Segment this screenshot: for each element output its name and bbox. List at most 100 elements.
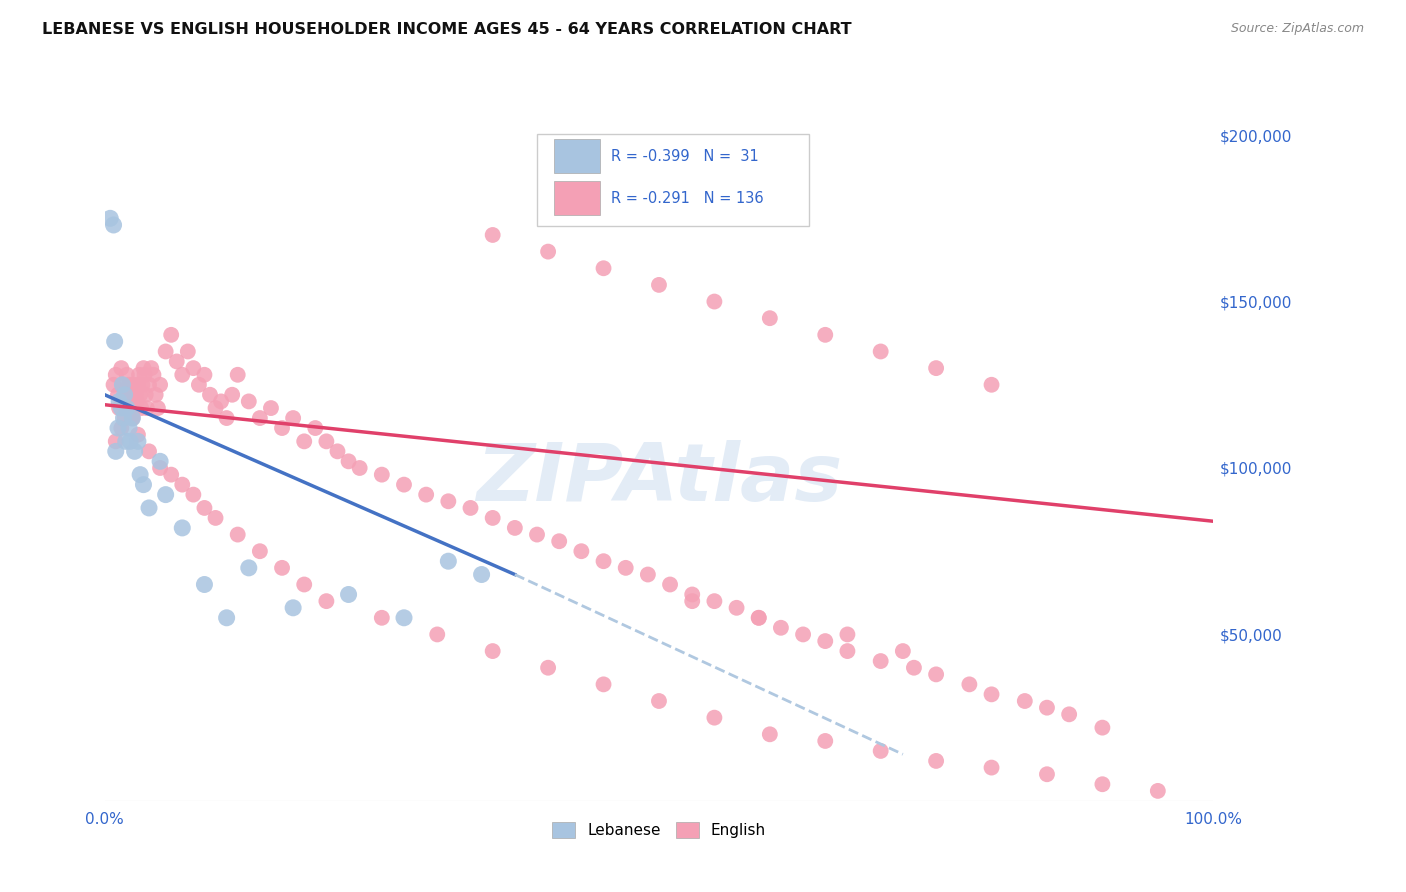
Point bbox=[748, 611, 770, 625]
Point bbox=[134, 368, 156, 382]
Point bbox=[481, 644, 503, 658]
Point bbox=[426, 627, 449, 641]
Point bbox=[131, 377, 153, 392]
Legend: Lebanese, English: Lebanese, English bbox=[546, 816, 772, 845]
Point bbox=[104, 334, 127, 349]
Point bbox=[160, 467, 183, 482]
Point bbox=[759, 727, 782, 741]
Point bbox=[108, 401, 131, 415]
Point bbox=[125, 388, 148, 402]
Point bbox=[107, 388, 129, 402]
Point bbox=[204, 511, 226, 525]
Point bbox=[315, 594, 337, 608]
Point bbox=[703, 594, 725, 608]
Point bbox=[112, 394, 135, 409]
Point bbox=[925, 361, 948, 376]
Point bbox=[124, 444, 146, 458]
Point bbox=[129, 388, 152, 402]
Point bbox=[925, 754, 948, 768]
Point bbox=[142, 368, 165, 382]
Point bbox=[437, 554, 460, 568]
Point bbox=[759, 311, 782, 326]
Point bbox=[980, 761, 1002, 775]
Text: Source: ZipAtlas.com: Source: ZipAtlas.com bbox=[1230, 22, 1364, 36]
Point bbox=[110, 421, 132, 435]
Point bbox=[141, 361, 163, 376]
Point bbox=[392, 477, 415, 491]
Point bbox=[226, 527, 249, 541]
Point bbox=[315, 434, 337, 449]
Point bbox=[121, 411, 143, 425]
Point bbox=[166, 354, 188, 368]
Point bbox=[107, 421, 129, 435]
Point bbox=[1091, 721, 1114, 735]
Point bbox=[146, 401, 169, 415]
Point bbox=[592, 677, 614, 691]
Point bbox=[149, 461, 172, 475]
Point bbox=[111, 377, 134, 392]
Point bbox=[371, 611, 394, 625]
Point bbox=[121, 411, 143, 425]
Point bbox=[371, 467, 394, 482]
Point bbox=[172, 477, 194, 491]
Point bbox=[127, 377, 149, 392]
Point bbox=[120, 394, 142, 409]
Point bbox=[115, 401, 138, 415]
Point bbox=[681, 587, 703, 601]
FancyBboxPatch shape bbox=[554, 139, 600, 173]
Point bbox=[103, 218, 125, 232]
Point bbox=[249, 544, 271, 558]
Point bbox=[129, 467, 152, 482]
Point bbox=[792, 627, 814, 641]
FancyBboxPatch shape bbox=[554, 181, 600, 215]
Point bbox=[121, 411, 143, 425]
Point bbox=[814, 327, 837, 342]
Point bbox=[112, 411, 135, 425]
Point bbox=[193, 577, 215, 591]
Point bbox=[104, 368, 127, 382]
Point bbox=[111, 377, 134, 392]
Point bbox=[1091, 777, 1114, 791]
FancyBboxPatch shape bbox=[537, 135, 808, 226]
Point bbox=[120, 434, 142, 449]
Text: R = -0.399   N =  31: R = -0.399 N = 31 bbox=[612, 149, 759, 163]
Point bbox=[104, 444, 127, 458]
Point bbox=[703, 294, 725, 309]
Point bbox=[503, 521, 526, 535]
Point bbox=[337, 454, 360, 468]
Point bbox=[221, 388, 243, 402]
Point bbox=[114, 388, 136, 402]
Point bbox=[160, 327, 183, 342]
Point bbox=[110, 361, 132, 376]
Point bbox=[209, 394, 232, 409]
Point bbox=[127, 427, 149, 442]
Point bbox=[637, 567, 659, 582]
Point bbox=[903, 661, 925, 675]
Point bbox=[198, 388, 221, 402]
Point bbox=[304, 421, 326, 435]
Point bbox=[103, 377, 125, 392]
Point bbox=[869, 744, 891, 758]
Point bbox=[659, 577, 682, 591]
Point bbox=[481, 511, 503, 525]
Point bbox=[183, 488, 205, 502]
Point bbox=[117, 401, 139, 415]
Point bbox=[769, 621, 792, 635]
Point bbox=[128, 368, 150, 382]
Point bbox=[114, 388, 136, 402]
Point bbox=[215, 411, 238, 425]
Point bbox=[135, 401, 157, 415]
Point bbox=[1014, 694, 1036, 708]
Point bbox=[149, 377, 172, 392]
Point bbox=[104, 434, 127, 449]
Point bbox=[980, 377, 1002, 392]
Point bbox=[349, 461, 371, 475]
Point bbox=[725, 600, 748, 615]
Point bbox=[132, 477, 155, 491]
Point bbox=[115, 368, 138, 382]
Point bbox=[110, 401, 132, 415]
Point bbox=[108, 394, 131, 409]
Point bbox=[326, 444, 349, 458]
Point bbox=[249, 411, 271, 425]
Point bbox=[837, 644, 859, 658]
